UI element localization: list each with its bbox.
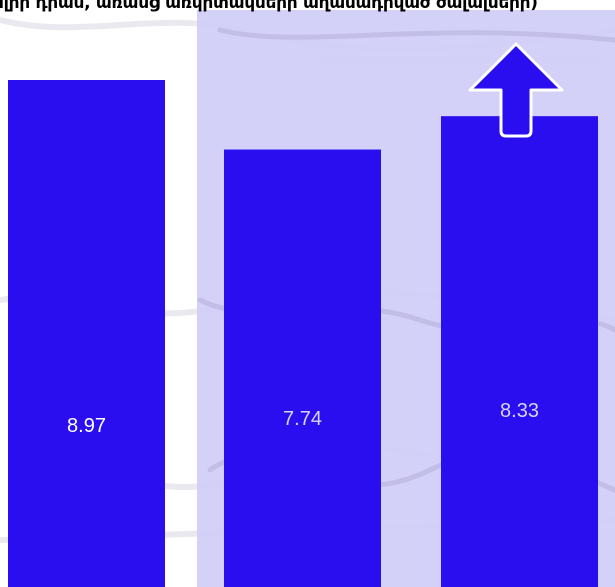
up-arrow-icon <box>468 42 564 138</box>
chart-title: ալիր դրամ, առանց առկիտակների աղամադրված … <box>0 0 538 13</box>
bar-2 <box>224 149 381 587</box>
bar-value-label-3: 8.33 <box>500 400 539 422</box>
bar-1 <box>8 80 165 587</box>
bar-value-label-2: 7.74 <box>283 408 322 430</box>
bar-value-label-1: 8.97 <box>67 415 106 437</box>
bar-3 <box>441 116 598 587</box>
